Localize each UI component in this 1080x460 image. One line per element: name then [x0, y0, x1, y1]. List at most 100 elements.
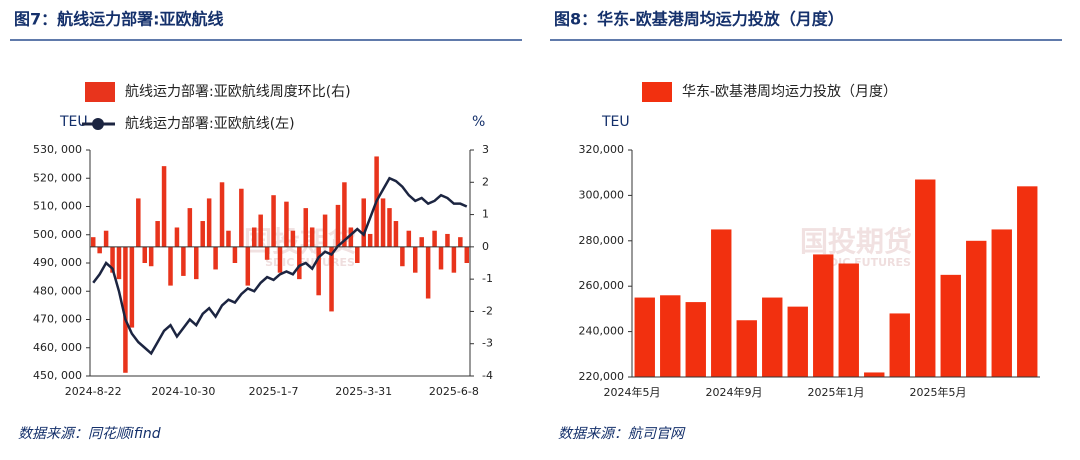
bar — [361, 198, 366, 247]
bar — [787, 306, 808, 377]
y-axis-unit: TEU — [59, 114, 88, 130]
bar — [419, 237, 424, 247]
bar — [309, 227, 315, 247]
y-tick-label: 450, 000 — [33, 369, 82, 382]
source: 数据来源：同花顺ifind — [18, 426, 161, 442]
bar — [432, 230, 437, 247]
bar — [251, 227, 257, 247]
bar — [316, 246, 321, 296]
bar — [142, 246, 147, 263]
bar — [762, 297, 783, 377]
x-tick-label: 2024年9月 — [706, 385, 763, 399]
bar — [232, 246, 238, 263]
source: 数据来源：航司官网 — [558, 426, 686, 442]
bar — [219, 182, 225, 247]
y-tick-label: 300,000 — [579, 188, 625, 201]
y-tick-label: 510, 000 — [33, 200, 82, 213]
bar — [451, 246, 457, 273]
bar — [258, 214, 263, 247]
bar — [813, 254, 834, 377]
bar — [116, 246, 122, 280]
y2-tick-label: 1 — [482, 208, 489, 221]
x-tick-label: 2025年1月 — [808, 385, 865, 399]
y2-tick-label: 3 — [482, 143, 489, 156]
y-tick-label: 260,000 — [579, 279, 625, 292]
bar — [966, 240, 987, 377]
y-tick-label: 220,000 — [579, 370, 625, 383]
bar — [889, 313, 910, 377]
bar — [168, 246, 173, 286]
y2-axis-unit: % — [472, 114, 485, 130]
legend-label: 航线运力部署:亚欧航线周度环比(右) — [125, 84, 351, 100]
bar — [174, 227, 180, 247]
watermark-sub: SDIC FUTURES — [821, 256, 911, 269]
bar — [445, 233, 450, 247]
bar — [181, 246, 186, 276]
bar — [685, 302, 706, 377]
bar — [90, 237, 96, 247]
bar — [425, 246, 431, 299]
bar — [264, 246, 270, 260]
y-tick-label: 460, 000 — [33, 341, 82, 354]
bar — [458, 237, 463, 247]
legend-label: 航线运力部署:亚欧航线(左) — [125, 116, 295, 132]
bar — [991, 229, 1012, 377]
bar — [110, 246, 115, 273]
x-tick-label: 2025年5月 — [910, 385, 967, 399]
watermark: 国投期货 — [800, 225, 912, 258]
bar — [634, 297, 655, 377]
bar — [97, 246, 102, 254]
y2-tick-label: 0 — [482, 240, 489, 253]
legend-label: 华东-欧基港周均运力投放（月度） — [682, 83, 897, 100]
bar — [413, 246, 418, 273]
bar — [194, 246, 199, 280]
bar — [660, 295, 681, 377]
bar — [380, 198, 386, 247]
bar — [387, 208, 392, 247]
y-tick-label: 470, 000 — [33, 313, 82, 326]
y-tick-label: 490, 000 — [33, 256, 82, 269]
bar — [355, 246, 360, 263]
bar — [103, 230, 109, 247]
y-tick-label: 500, 000 — [33, 228, 82, 241]
x-tick-label: 2024-8-22 — [65, 385, 122, 398]
bar — [367, 233, 373, 247]
bar — [348, 227, 354, 247]
bar — [342, 182, 347, 247]
y2-tick-label: -1 — [482, 272, 493, 285]
bar — [129, 246, 135, 328]
bar — [864, 372, 885, 377]
legend-dot — [92, 118, 104, 130]
bar — [838, 263, 859, 377]
y-tick-label: 320,000 — [579, 143, 625, 156]
legend-swatch — [85, 82, 115, 102]
y-tick-label: 240,000 — [579, 325, 625, 338]
bar — [290, 230, 296, 247]
bar — [711, 229, 732, 377]
x-tick-label: 2025-3-31 — [335, 385, 392, 398]
bar — [226, 230, 231, 247]
bar — [303, 208, 309, 247]
bar — [393, 221, 399, 247]
bar — [940, 274, 961, 377]
bar — [915, 179, 936, 377]
bar — [245, 246, 251, 286]
bar — [400, 246, 405, 267]
y-tick-label: 280,000 — [579, 234, 625, 247]
panel-title: 图8：华东-欧基港周均运力投放（月度） — [554, 10, 844, 29]
bar — [438, 246, 444, 270]
line — [92, 176, 468, 356]
bar — [284, 201, 289, 247]
bar — [1017, 186, 1038, 377]
bar — [329, 246, 334, 312]
y-tick-label: 480, 000 — [33, 284, 82, 297]
y2-tick-label: 2 — [482, 175, 489, 188]
bar — [213, 246, 218, 270]
bar — [322, 214, 328, 247]
bar — [277, 246, 283, 273]
x-tick-label: 2025-6-8 — [429, 385, 479, 398]
bar — [148, 246, 154, 267]
bar — [406, 230, 412, 247]
panel-title: 图7：航线运力部署:亚欧航线 — [14, 10, 224, 29]
